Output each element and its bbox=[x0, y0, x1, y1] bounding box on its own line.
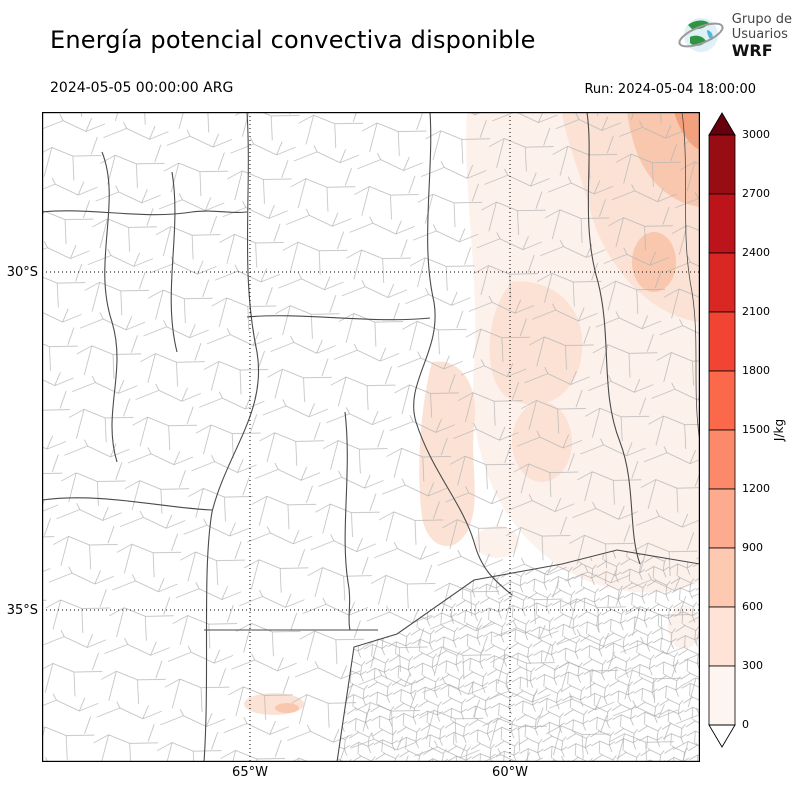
colorbar-segments bbox=[708, 134, 736, 726]
colorbar bbox=[708, 112, 738, 753]
page-title: Energía potencial convectiva disponible bbox=[50, 26, 536, 54]
colorbar-tick: 0 bbox=[742, 718, 749, 731]
lon-label-60w: 60°W bbox=[492, 765, 528, 780]
colorbar-tick: 1500 bbox=[742, 423, 770, 436]
province-boundaries bbox=[42, 112, 700, 762]
colorbar-tick: 2700 bbox=[742, 187, 770, 200]
colorbar-tick: 2400 bbox=[742, 246, 770, 259]
colorbar-under-arrow bbox=[708, 724, 736, 748]
lat-label-30s: 30°S bbox=[6, 265, 38, 280]
colorbar-unit-label: J/kg bbox=[772, 418, 786, 442]
logo-line2: Usuarios bbox=[731, 27, 788, 42]
run-time-label: Run: 2024-05-04 18:00:00 bbox=[584, 82, 756, 97]
colorbar-over-arrow bbox=[708, 112, 736, 136]
cape-map bbox=[42, 112, 700, 762]
map-border bbox=[42, 112, 700, 762]
colorbar-tick: 300 bbox=[742, 659, 763, 672]
colorbar-ticks: 3000 2700 2400 2100 1800 1500 1200 900 6… bbox=[742, 129, 770, 731]
lon-label-65w: 65°W bbox=[232, 765, 268, 780]
colorbar-tick: 900 bbox=[742, 541, 763, 554]
graticule bbox=[42, 112, 700, 762]
colorbar-tick: 3000 bbox=[742, 128, 770, 141]
logo-text: Grupo de Usuarios WRF bbox=[731, 12, 792, 60]
buenos-aires-department-mesh bbox=[337, 550, 700, 762]
globe-icon bbox=[678, 18, 724, 52]
colorbar-tick: 1800 bbox=[742, 364, 770, 377]
colorbar-tick: 600 bbox=[742, 600, 763, 613]
colorbar-tick: 2100 bbox=[742, 305, 770, 318]
colorbar-tick: 1200 bbox=[742, 482, 770, 495]
lat-label-35s: 35°S bbox=[6, 603, 38, 618]
valid-time-label: 2024-05-05 00:00:00 ARG bbox=[50, 80, 234, 96]
logo-line3: WRF bbox=[731, 41, 773, 60]
logo: Grupo de Usuarios WRF bbox=[676, 10, 792, 60]
map-panel bbox=[42, 112, 700, 762]
colorbar-unit: J/kg bbox=[768, 135, 790, 725]
logo-line1: Grupo de bbox=[731, 12, 792, 27]
